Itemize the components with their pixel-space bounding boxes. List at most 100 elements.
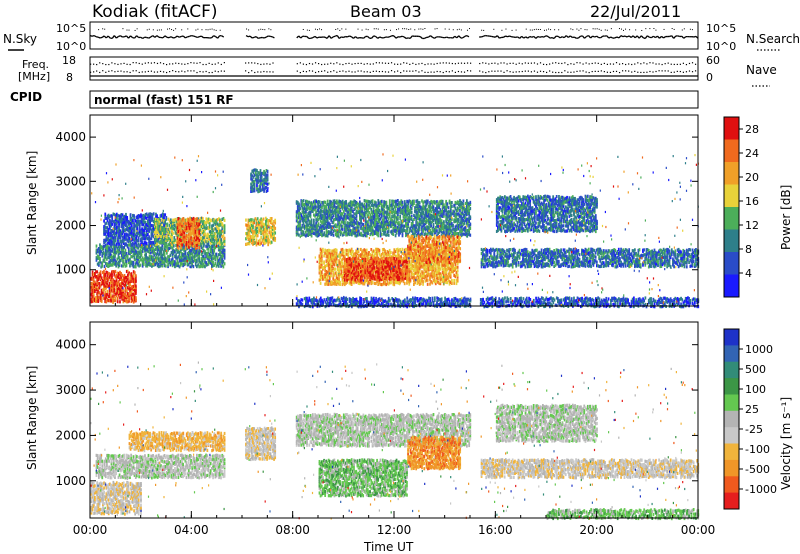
- echo-cell: [155, 261, 158, 265]
- nave-point: [497, 70, 499, 72]
- echo-cell: [123, 298, 126, 302]
- echo-cell: [181, 243, 184, 247]
- echo-cell: [149, 262, 152, 266]
- echo-cell: [136, 257, 138, 261]
- echo-cell: [122, 259, 124, 263]
- echo-cell: [120, 239, 123, 243]
- echo-cell: [139, 251, 142, 255]
- echo-cell: [349, 231, 352, 236]
- echo-cell: [120, 282, 122, 286]
- echo-cell: [328, 230, 330, 234]
- nave-point: [454, 71, 456, 74]
- echo-cell: [199, 217, 202, 221]
- echo-cell: [401, 234, 404, 238]
- nsearch-point: [468, 28, 470, 30]
- freq-point: [251, 62, 253, 64]
- echo-cell: [390, 204, 392, 208]
- echo-cell: [160, 226, 163, 230]
- freq-point: [634, 63, 636, 65]
- echo-cell: [147, 227, 149, 231]
- echo-cell: [272, 232, 274, 236]
- echo-cell: [359, 213, 361, 217]
- echo-cell: [321, 226, 323, 231]
- echo-cell: [375, 229, 377, 234]
- echo-cell: [184, 246, 187, 251]
- echo-cell: [336, 224, 338, 228]
- nave-point: [622, 70, 624, 72]
- nave-point: [470, 70, 472, 72]
- echo-cell: [220, 243, 222, 247]
- echo-cell: [148, 245, 151, 249]
- echo-cell: [111, 240, 114, 244]
- echo-cell: [317, 206, 320, 210]
- nsearch-point: [653, 28, 655, 30]
- echo-cell: [388, 220, 391, 225]
- nsky-segment: [527, 35, 531, 39]
- echo-cell: [328, 225, 330, 229]
- echo-cell: [106, 262, 108, 266]
- echo-cell: [211, 257, 213, 261]
- echo-cell: [106, 292, 109, 296]
- echo-cell: [132, 220, 134, 224]
- echo-cell: [105, 281, 108, 285]
- echo-cell: [172, 249, 175, 253]
- freq-point: [649, 62, 651, 64]
- echo-cell: [98, 285, 101, 289]
- echo-cell: [133, 254, 136, 258]
- echo-cell: [96, 291, 99, 295]
- echo-cell: [223, 254, 226, 258]
- echo-cell: [161, 247, 164, 251]
- echo-cell: [363, 233, 366, 237]
- echo-cell: [417, 216, 420, 220]
- nsky-segment: [211, 35, 215, 39]
- echo-cell: [189, 256, 191, 260]
- echo-cell: [119, 277, 121, 281]
- echo-cell: [156, 228, 158, 232]
- nave-point: [536, 71, 539, 73]
- echo-cell: [176, 259, 179, 263]
- echo-cell: [107, 284, 110, 288]
- nsearch-point: [610, 28, 612, 30]
- echo-cell: [129, 229, 132, 233]
- echo-cell: [302, 214, 305, 218]
- echo-cell: [302, 203, 305, 207]
- nsearch-point: [456, 29, 458, 31]
- echo-cell: [307, 206, 310, 210]
- echo-cell: [249, 223, 252, 227]
- echo-cell: [152, 227, 155, 231]
- echo-cell: [194, 258, 197, 263]
- echo-cell: [246, 242, 249, 246]
- freq-point: [558, 62, 560, 64]
- echo-cell: [386, 230, 389, 234]
- echo-cell: [393, 220, 396, 224]
- power-echo-band: [245, 216, 277, 247]
- echo-cell: [133, 283, 136, 287]
- echo-cell: [314, 214, 316, 218]
- freq-point: [400, 63, 402, 65]
- echo-cell: [149, 219, 152, 224]
- echo-cell: [132, 231, 134, 235]
- nave-point: [105, 71, 107, 73]
- echo-cell: [153, 230, 156, 234]
- echo-cell: [377, 219, 380, 223]
- echo-cell: [121, 238, 124, 242]
- echo-cell: [193, 231, 196, 235]
- echo-cell: [273, 226, 275, 230]
- echo-cell: [140, 213, 142, 217]
- echo-cell: [185, 229, 188, 233]
- echo-cell: [143, 217, 146, 221]
- echo-cell: [270, 225, 273, 230]
- nave-point: [302, 70, 304, 72]
- echo-cell: [127, 261, 130, 265]
- echo-cell: [223, 230, 226, 234]
- echo-cell: [110, 276, 112, 281]
- echo-cell: [126, 254, 129, 258]
- echo-cell: [185, 241, 188, 245]
- echo-cell: [354, 212, 357, 216]
- echo-cell: [346, 215, 349, 220]
- echo-cell: [221, 247, 224, 251]
- echo-cell: [175, 262, 177, 266]
- echo-cell: [183, 256, 186, 260]
- echo-cell: [356, 202, 359, 206]
- echo-cell: [365, 199, 368, 203]
